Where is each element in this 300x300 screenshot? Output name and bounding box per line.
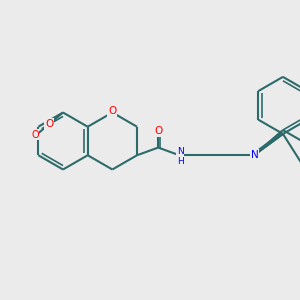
Text: N
H: N H (177, 146, 184, 166)
Text: O: O (108, 106, 116, 116)
Text: O: O (45, 119, 53, 129)
Text: O: O (154, 126, 162, 136)
Text: O: O (31, 130, 39, 140)
Text: N: N (250, 150, 258, 160)
